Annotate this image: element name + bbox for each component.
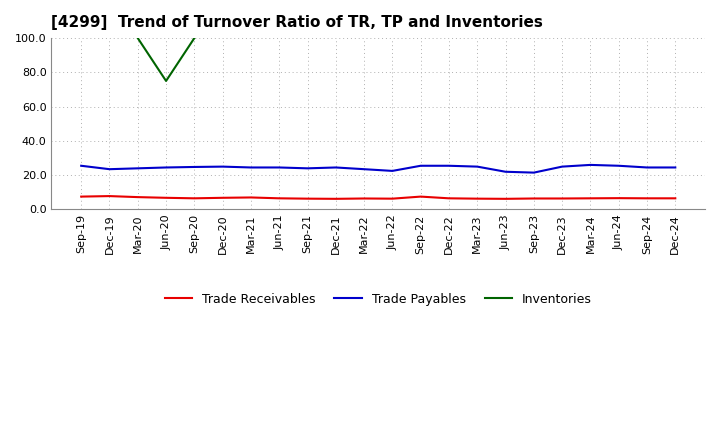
Line: Trade Payables: Trade Payables bbox=[81, 165, 675, 172]
Trade Payables bbox=[529, 170, 538, 175]
Trade Receivables bbox=[586, 196, 595, 201]
Trade Payables bbox=[671, 165, 680, 170]
Trade Payables bbox=[133, 166, 142, 171]
Inventories bbox=[133, 36, 142, 41]
Trade Payables bbox=[501, 169, 510, 174]
Trade Payables bbox=[558, 164, 567, 169]
Trade Receivables bbox=[218, 195, 227, 201]
Trade Receivables bbox=[445, 196, 454, 201]
Trade Payables bbox=[586, 162, 595, 168]
Trade Payables bbox=[643, 165, 652, 170]
Inventories bbox=[162, 78, 171, 84]
Trade Receivables bbox=[473, 196, 482, 201]
Trade Payables bbox=[388, 168, 397, 173]
Trade Receivables bbox=[331, 196, 340, 202]
Trade Receivables bbox=[614, 195, 623, 201]
Trade Payables bbox=[445, 163, 454, 169]
Line: Trade Receivables: Trade Receivables bbox=[81, 196, 675, 199]
Trade Payables bbox=[360, 167, 369, 172]
Trade Payables bbox=[105, 167, 114, 172]
Trade Payables bbox=[218, 164, 227, 169]
Trade Payables bbox=[303, 166, 312, 171]
Text: [4299]  Trend of Turnover Ratio of TR, TP and Inventories: [4299] Trend of Turnover Ratio of TR, TP… bbox=[52, 15, 544, 30]
Trade Receivables bbox=[275, 196, 284, 201]
Trade Payables bbox=[416, 163, 425, 169]
Line: Inventories: Inventories bbox=[138, 38, 194, 81]
Trade Receivables bbox=[388, 196, 397, 201]
Trade Receivables bbox=[360, 196, 369, 201]
Trade Payables bbox=[614, 163, 623, 169]
Trade Payables bbox=[331, 165, 340, 170]
Trade Receivables bbox=[671, 196, 680, 201]
Trade Receivables bbox=[558, 196, 567, 201]
Trade Receivables bbox=[643, 196, 652, 201]
Trade Receivables bbox=[162, 195, 171, 201]
Trade Receivables bbox=[247, 195, 256, 200]
Trade Payables bbox=[162, 165, 171, 170]
Trade Receivables bbox=[190, 196, 199, 201]
Trade Receivables bbox=[133, 194, 142, 200]
Trade Payables bbox=[275, 165, 284, 170]
Trade Payables bbox=[190, 164, 199, 169]
Trade Payables bbox=[473, 164, 482, 169]
Trade Payables bbox=[77, 163, 86, 169]
Trade Receivables bbox=[303, 196, 312, 201]
Inventories bbox=[190, 36, 199, 41]
Trade Receivables bbox=[501, 196, 510, 202]
Legend: Trade Receivables, Trade Payables, Inventories: Trade Receivables, Trade Payables, Inven… bbox=[160, 288, 597, 311]
Trade Receivables bbox=[105, 194, 114, 199]
Trade Payables bbox=[247, 165, 256, 170]
Trade Receivables bbox=[529, 196, 538, 201]
Trade Receivables bbox=[77, 194, 86, 199]
Trade Receivables bbox=[416, 194, 425, 199]
